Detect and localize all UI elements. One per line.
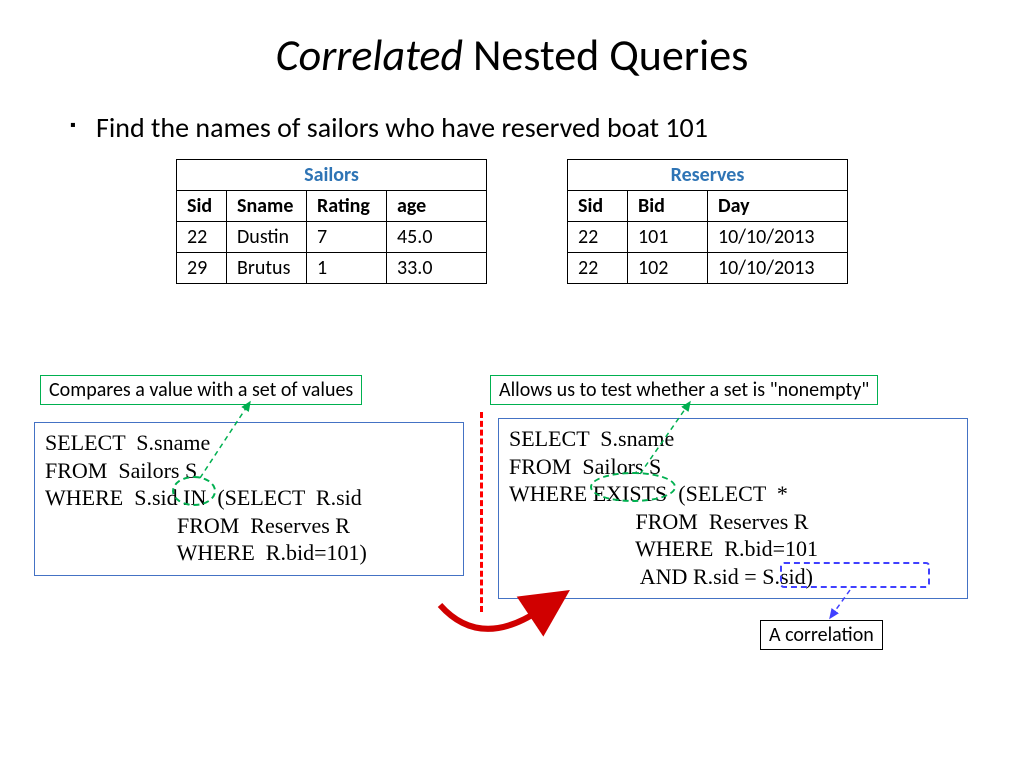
table-header: Sname xyxy=(227,191,307,222)
divider-line xyxy=(480,412,483,612)
sql-box-left: SELECT S.sname FROM Sailors S WHERE S.si… xyxy=(34,422,464,576)
sql-right-line3: WHERE EXISTS (SELECT * xyxy=(509,480,957,508)
table-header: Day xyxy=(708,191,848,222)
table-header: Rating xyxy=(307,191,387,222)
table-cell: 1 xyxy=(307,253,387,284)
table-header: Bid xyxy=(628,191,708,222)
table-cell: 102 xyxy=(628,253,708,284)
sql-right-line6: AND R.sid = S.sid) xyxy=(509,563,957,591)
tables-row: SailorsSidSnameRatingage22Dustin745.029B… xyxy=(0,155,1024,292)
table-cell: 22 xyxy=(568,253,628,284)
bullet-text: Find the names of sailors who have reser… xyxy=(96,110,708,145)
sql-left-line4: FROM Reserves R xyxy=(45,512,453,540)
title-italic: Correlated xyxy=(276,28,463,82)
table-cell: 7 xyxy=(307,222,387,253)
table-header: Sid xyxy=(177,191,227,222)
table-header: Sid xyxy=(568,191,628,222)
table-cell: 33.0 xyxy=(387,253,487,284)
annot-nonempty: Allows us to test whether a set is "none… xyxy=(490,375,878,405)
table-cell: 10/10/2013 xyxy=(708,222,848,253)
table-cell: 10/10/2013 xyxy=(708,253,848,284)
sql-left-line2: FROM Sailors S xyxy=(45,457,453,485)
sql-right-line4: FROM Reserves R xyxy=(509,508,957,536)
annot-compares: Compares a value with a set of values xyxy=(40,375,362,405)
bullet-marker: ▪ xyxy=(70,110,96,142)
sql-right-line5: WHERE R.bid=101 xyxy=(509,535,957,563)
sql-right-line1: SELECT S.sname xyxy=(509,425,957,453)
table-cell: Dustin xyxy=(227,222,307,253)
sql-left-line5: WHERE R.bid=101) xyxy=(45,539,453,567)
table-row: 2210210/10/2013 xyxy=(568,253,848,284)
table-header: age xyxy=(387,191,487,222)
annot-correlation: A correlation xyxy=(760,620,883,650)
table-cell: 22 xyxy=(568,222,628,253)
table-cell: 22 xyxy=(177,222,227,253)
table-cell: 29 xyxy=(177,253,227,284)
title-rest: Nested Queries xyxy=(463,28,748,82)
sql-right-line2: FROM Sailors S xyxy=(509,453,957,481)
sql-left-line3: WHERE S.sid IN (SELECT R.sid xyxy=(45,484,453,512)
reserves-table: ReservesSidBidDay2210110/10/20132210210/… xyxy=(567,159,848,284)
table-row: 29Brutus133.0 xyxy=(177,253,487,284)
table-row: 22Dustin745.0 xyxy=(177,222,487,253)
table-row: 2210110/10/2013 xyxy=(568,222,848,253)
bullet-line: ▪Find the names of sailors who have rese… xyxy=(0,92,1024,155)
sql-box-right: SELECT S.sname FROM Sailors S WHERE EXIS… xyxy=(498,418,968,599)
table-caption: Reserves xyxy=(568,160,848,191)
table-cell: 45.0 xyxy=(387,222,487,253)
sql-left-line1: SELECT S.sname xyxy=(45,429,453,457)
table-cell: Brutus xyxy=(227,253,307,284)
slide-title: Correlated Nested Queries xyxy=(0,0,1024,92)
sailors-table: SailorsSidSnameRatingage22Dustin745.029B… xyxy=(176,159,487,284)
table-caption: Sailors xyxy=(177,160,487,191)
table-cell: 101 xyxy=(628,222,708,253)
